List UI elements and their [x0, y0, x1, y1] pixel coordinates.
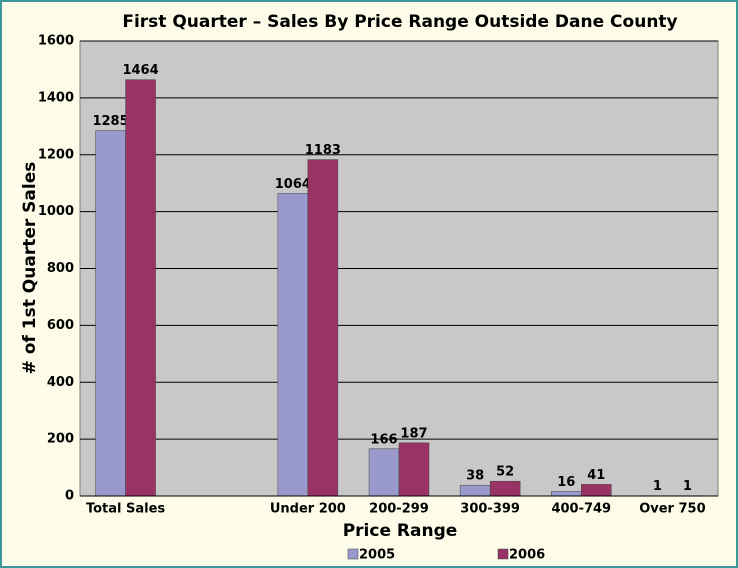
- y-tick-label: 1400: [38, 90, 74, 105]
- value-label: 41: [587, 468, 605, 483]
- bar: [398, 442, 430, 497]
- x-tick-label: Over 750: [639, 502, 705, 517]
- bar: [459, 484, 491, 497]
- value-label: 38: [466, 469, 484, 484]
- y-tick-label: 1000: [38, 204, 74, 219]
- bar: [489, 480, 521, 497]
- value-label: 187: [400, 426, 427, 441]
- value-label: 1064: [275, 177, 311, 192]
- y-tick-label: 200: [47, 432, 74, 447]
- bar: [125, 79, 156, 497]
- y-tick-label: 1200: [38, 147, 74, 162]
- value-label: 52: [496, 465, 514, 480]
- y-tick-label: 800: [47, 261, 74, 276]
- x-tick-label: 200-299: [369, 502, 429, 517]
- chart-title: First Quarter – Sales By Price Range Out…: [122, 12, 677, 32]
- value-label: 16: [557, 475, 575, 490]
- x-tick-label: Total Sales: [86, 502, 165, 517]
- bar: [551, 491, 582, 497]
- legend-swatch: [497, 548, 509, 560]
- x-axis-label: Price Range: [343, 521, 458, 541]
- x-tick-label: 300-399: [460, 502, 520, 517]
- bar: [95, 130, 126, 497]
- value-label: 1: [683, 479, 692, 494]
- y-tick-label: 600: [47, 318, 74, 333]
- value-label: 166: [370, 432, 397, 447]
- bar: [581, 484, 612, 497]
- y-tick-label: 0: [65, 489, 74, 504]
- x-tick-label: Under 200: [270, 502, 346, 517]
- value-label: 1464: [122, 63, 158, 78]
- bar: [307, 159, 339, 497]
- legend-label: 2005: [359, 548, 395, 563]
- y-tick-label: 400: [47, 375, 74, 390]
- value-label: 1183: [305, 143, 341, 158]
- value-label: 1285: [92, 114, 128, 129]
- x-tick-label: 400-749: [551, 502, 611, 517]
- bar: [277, 193, 309, 497]
- y-tick-label: 1600: [38, 34, 74, 49]
- bar: [368, 448, 400, 497]
- y-axis-label: # of 1st Quarter Sales: [20, 162, 40, 375]
- legend-swatch: [347, 548, 359, 560]
- legend-label: 2006: [509, 548, 545, 563]
- value-label: 1: [653, 479, 662, 494]
